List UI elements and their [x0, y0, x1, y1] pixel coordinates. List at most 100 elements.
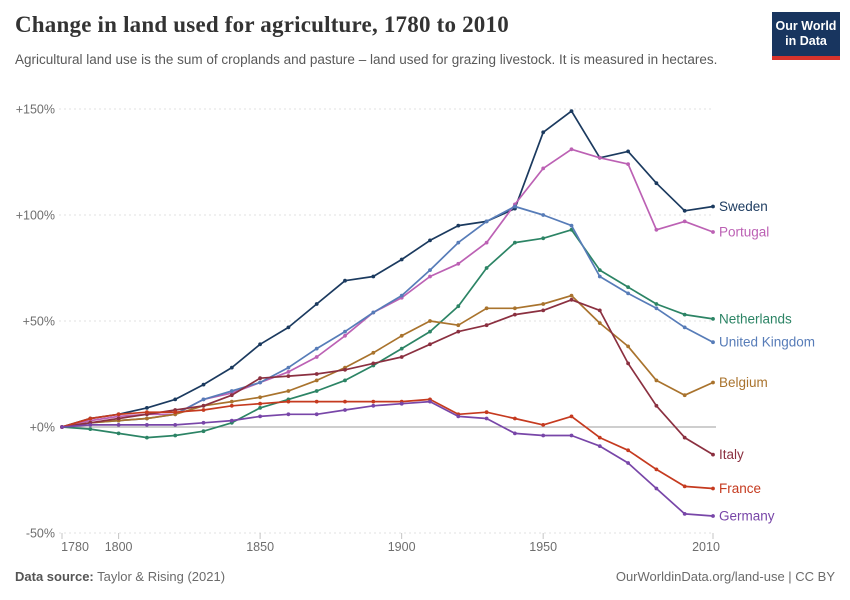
series-point-united-kingdom — [682, 325, 687, 330]
x-axis-label: 2010 — [692, 540, 720, 554]
page-title: Change in land used for agriculture, 178… — [15, 12, 509, 37]
series-point-belgium — [399, 333, 404, 338]
series-point-portugal — [597, 155, 602, 160]
series-point-france — [626, 448, 630, 453]
series-point-italy — [428, 342, 432, 347]
data-source: Data source: Taylor & Rising (2021) — [15, 569, 225, 584]
series-point-netherlands — [88, 427, 93, 431]
series-point-portugal — [569, 147, 574, 152]
series-point-portugal — [654, 227, 659, 232]
series-point-netherlands — [513, 240, 517, 245]
series-line-portugal[interactable] — [61, 148, 714, 428]
series-point-netherlands — [173, 433, 178, 438]
chart-subtitle: Agricultural land use is the sum of crop… — [15, 52, 718, 67]
series-point-united-kingdom — [484, 219, 489, 224]
series-point-italy — [541, 308, 546, 313]
series-label-france[interactable]: France — [719, 481, 761, 496]
series-point-netherlands — [654, 302, 659, 306]
series-line-italy[interactable] — [61, 298, 714, 456]
series-point-portugal — [682, 219, 687, 224]
series-point-italy — [682, 435, 687, 440]
series-point-italy — [201, 403, 206, 408]
series-point-united-kingdom — [456, 240, 461, 245]
owid-logo-line1: Our World — [775, 19, 837, 33]
series-point-united-kingdom — [711, 340, 715, 345]
series-point-portugal — [314, 355, 319, 359]
series-label-united-kingdom[interactable]: United Kingdom — [719, 335, 815, 350]
y-axis-label: +100% — [16, 209, 55, 223]
series-point-united-kingdom — [371, 310, 376, 315]
series-point-united-kingdom — [201, 397, 206, 402]
series-point-netherlands — [399, 346, 404, 351]
series-point-belgium — [569, 293, 574, 298]
series-point-united-kingdom — [541, 213, 546, 217]
series-line-france[interactable] — [61, 398, 714, 490]
y-axis-label: +150% — [16, 103, 55, 117]
series-line-sweden[interactable] — [61, 110, 714, 428]
x-axis-label: 1950 — [529, 540, 557, 554]
series-point-netherlands — [682, 312, 687, 317]
series-point-belgium — [258, 395, 262, 400]
series-line-netherlands[interactable] — [61, 228, 714, 439]
chart-footer: Data source: Taylor & Rising (2021) OurW… — [15, 569, 835, 584]
series-label-netherlands[interactable]: Netherlands — [719, 311, 792, 326]
series-point-germany — [116, 423, 121, 427]
series-point-germany — [173, 423, 178, 427]
series-point-france — [258, 401, 262, 406]
series-point-sweden — [711, 204, 715, 209]
series-point-france — [513, 416, 517, 421]
series-line-belgium[interactable] — [61, 294, 714, 428]
series-point-sweden — [569, 109, 574, 113]
series-point-belgium — [513, 306, 517, 311]
y-axis-label: +50% — [23, 315, 55, 329]
series-point-united-kingdom — [258, 380, 262, 385]
series-point-france — [286, 399, 291, 404]
series-point-netherlands — [711, 317, 715, 321]
series-point-germany — [286, 412, 291, 417]
series-point-france — [597, 435, 602, 440]
series-point-sweden — [371, 274, 376, 279]
series-point-france — [343, 399, 347, 404]
series-point-belgium — [626, 344, 630, 349]
series-point-united-kingdom — [286, 365, 291, 370]
series-point-france — [569, 414, 574, 419]
series-point-sweden — [343, 278, 347, 283]
series-point-united-kingdom — [597, 274, 602, 279]
series-point-sweden — [541, 130, 546, 135]
series-line-united-kingdom[interactable] — [61, 205, 714, 428]
series-point-germany — [229, 418, 234, 423]
owid-logo[interactable]: Our World in Data — [772, 12, 840, 60]
series-point-belgium — [711, 380, 715, 385]
series-point-italy — [116, 416, 121, 421]
series-point-belgium — [484, 306, 489, 311]
data-source-label: Data source: — [15, 569, 94, 584]
series-point-belgium — [541, 302, 546, 306]
series-label-belgium[interactable]: Belgium — [719, 375, 768, 390]
series-point-netherlands — [116, 431, 121, 436]
series-point-france — [711, 486, 715, 491]
y-axis-label: +0% — [30, 421, 55, 435]
series-point-sweden — [456, 223, 461, 228]
series-point-germany — [258, 414, 262, 419]
owid-logo-line2: in Data — [785, 34, 827, 48]
series-point-portugal — [286, 370, 291, 374]
series-label-italy[interactable]: Italy — [719, 447, 744, 462]
series-label-germany[interactable]: Germany — [719, 509, 775, 524]
series-point-netherlands — [541, 236, 546, 241]
series-line-germany[interactable] — [61, 400, 714, 517]
series-point-belgium — [682, 393, 687, 398]
series-label-sweden[interactable]: Sweden — [719, 199, 768, 214]
series-point-italy — [343, 367, 347, 372]
series-point-italy — [314, 372, 319, 376]
series-point-france — [541, 423, 546, 427]
y-axis-label: -50% — [26, 527, 55, 541]
series-point-belgium — [229, 399, 234, 404]
series-point-netherlands — [343, 378, 347, 383]
series-point-italy — [654, 403, 659, 408]
series-label-portugal[interactable]: Portugal — [719, 224, 769, 239]
credit-link[interactable]: OurWorldinData.org/land-use | CC BY — [615, 569, 835, 584]
x-axis-label: 1900 — [388, 540, 416, 554]
series-point-united-kingdom — [428, 268, 432, 272]
series-point-netherlands — [314, 389, 319, 393]
